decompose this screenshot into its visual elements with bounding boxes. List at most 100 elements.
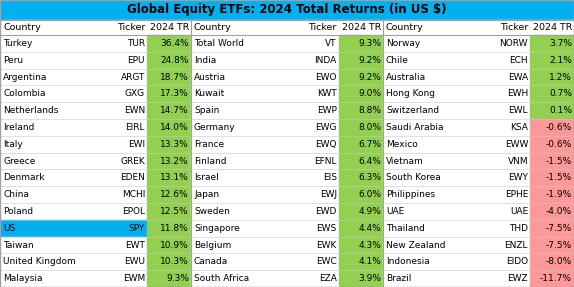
Text: Denmark: Denmark <box>3 173 45 182</box>
Text: 6.0%: 6.0% <box>358 190 381 199</box>
Bar <box>147 136 191 153</box>
Bar <box>0 102 147 119</box>
Text: Belgium: Belgium <box>194 241 231 249</box>
Bar <box>383 69 530 86</box>
Text: EWU: EWU <box>124 257 145 266</box>
Bar <box>191 270 339 287</box>
Text: Poland: Poland <box>3 207 33 216</box>
Text: 2.1%: 2.1% <box>549 56 572 65</box>
Text: Country: Country <box>194 23 232 32</box>
Text: EDEN: EDEN <box>120 173 145 182</box>
Bar <box>147 35 191 52</box>
Bar <box>0 186 147 203</box>
Bar <box>339 153 383 169</box>
Text: Argentina: Argentina <box>3 73 48 82</box>
Bar <box>339 86 383 102</box>
Text: Netherlands: Netherlands <box>3 106 59 115</box>
Text: 6.7%: 6.7% <box>358 140 381 149</box>
Bar <box>147 153 191 169</box>
Text: 3.7%: 3.7% <box>549 39 572 48</box>
Text: 9.3%: 9.3% <box>166 274 189 283</box>
Text: France: France <box>194 140 224 149</box>
Text: 11.8%: 11.8% <box>160 224 189 233</box>
Text: NORW: NORW <box>499 39 528 48</box>
Text: Taiwan: Taiwan <box>3 241 34 249</box>
Text: US: US <box>3 224 15 233</box>
Text: Greece: Greece <box>3 156 36 166</box>
Text: Thailand: Thailand <box>386 224 425 233</box>
Text: Israel: Israel <box>194 173 219 182</box>
Bar <box>339 270 383 287</box>
Text: GREK: GREK <box>121 156 145 166</box>
Text: 2024 TR: 2024 TR <box>533 23 572 32</box>
Text: EWO: EWO <box>315 73 337 82</box>
Text: 17.3%: 17.3% <box>160 89 189 98</box>
Text: Colombia: Colombia <box>3 89 45 98</box>
Bar <box>339 69 383 86</box>
Bar <box>147 236 191 253</box>
Text: 9.2%: 9.2% <box>358 73 381 82</box>
Bar <box>191 220 339 236</box>
Text: EWL: EWL <box>509 106 528 115</box>
Text: 14.0%: 14.0% <box>160 123 189 132</box>
Bar <box>0 236 147 253</box>
Text: Peru: Peru <box>3 56 23 65</box>
Text: -4.0%: -4.0% <box>546 207 572 216</box>
Text: -11.7%: -11.7% <box>540 274 572 283</box>
Bar <box>191 52 339 69</box>
Text: 1.2%: 1.2% <box>549 73 572 82</box>
Bar <box>147 119 191 136</box>
Text: 4.3%: 4.3% <box>358 241 381 249</box>
Bar <box>530 119 574 136</box>
Bar <box>530 236 574 253</box>
Bar <box>191 86 339 102</box>
Text: South Korea: South Korea <box>386 173 441 182</box>
Bar <box>191 69 339 86</box>
Text: 12.6%: 12.6% <box>160 190 189 199</box>
Text: 6.4%: 6.4% <box>358 156 381 166</box>
Text: 8.8%: 8.8% <box>358 106 381 115</box>
Text: 10.9%: 10.9% <box>160 241 189 249</box>
Text: ENZL: ENZL <box>505 241 528 249</box>
Text: EWP: EWP <box>317 106 337 115</box>
Bar <box>339 253 383 270</box>
Text: Sweden: Sweden <box>194 207 230 216</box>
Bar <box>191 253 339 270</box>
Text: -8.0%: -8.0% <box>546 257 572 266</box>
Text: EWC: EWC <box>316 257 337 266</box>
Text: Norway: Norway <box>386 39 420 48</box>
Text: 9.3%: 9.3% <box>358 39 381 48</box>
Text: 9.0%: 9.0% <box>358 89 381 98</box>
Bar <box>147 270 191 287</box>
Bar <box>147 253 191 270</box>
Text: EWW: EWW <box>505 140 528 149</box>
Bar <box>383 203 530 220</box>
Text: EWJ: EWJ <box>320 190 337 199</box>
Text: -0.6%: -0.6% <box>546 123 572 132</box>
Text: Italy: Italy <box>3 140 23 149</box>
Bar <box>530 220 574 236</box>
Text: Germany: Germany <box>194 123 235 132</box>
Bar <box>339 136 383 153</box>
Text: EWT: EWT <box>125 241 145 249</box>
Text: THD: THD <box>509 224 528 233</box>
Bar <box>530 35 574 52</box>
Text: EWH: EWH <box>507 89 528 98</box>
Text: EWN: EWN <box>124 106 145 115</box>
Text: INDA: INDA <box>315 56 337 65</box>
Bar <box>147 220 191 236</box>
Bar <box>0 220 147 236</box>
Text: Country: Country <box>386 23 424 32</box>
Text: EWG: EWG <box>315 123 337 132</box>
Text: United Kingdom: United Kingdom <box>3 257 76 266</box>
Bar <box>339 35 383 52</box>
Text: 12.5%: 12.5% <box>160 207 189 216</box>
Text: Total World: Total World <box>194 39 244 48</box>
Text: GXG: GXG <box>125 89 145 98</box>
Text: KSA: KSA <box>510 123 528 132</box>
Text: EWQ: EWQ <box>315 140 337 149</box>
Text: Vietnam: Vietnam <box>386 156 424 166</box>
Text: Malaysia: Malaysia <box>3 274 42 283</box>
Bar <box>0 153 147 169</box>
Text: EIDO: EIDO <box>506 257 528 266</box>
